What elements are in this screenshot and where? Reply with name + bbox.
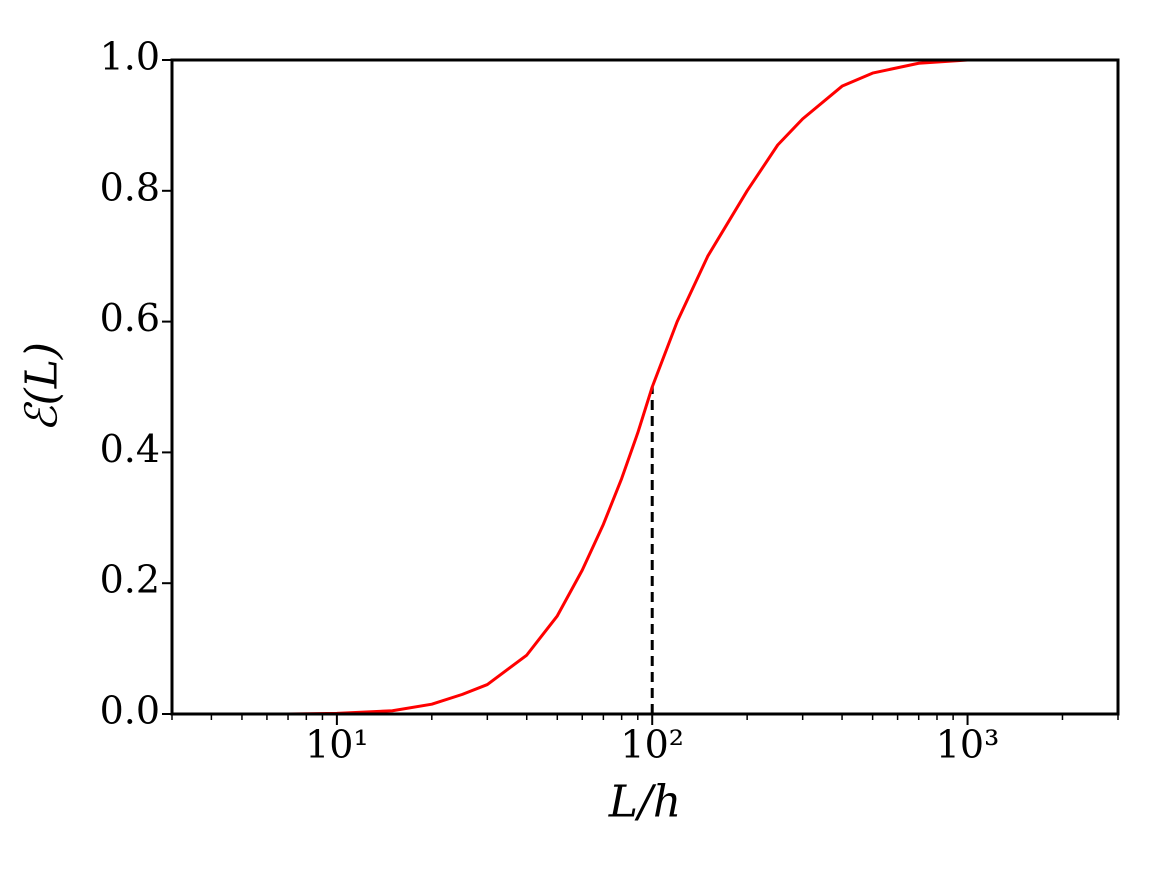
y-tick-label: 0.2	[100, 558, 160, 602]
x-tick-label: 10¹	[305, 723, 369, 767]
x-tick-label: 10³	[936, 723, 1000, 767]
y-tick-label: 0.4	[100, 427, 160, 471]
x-axis-label: L/h	[608, 777, 681, 828]
x-tick-label: 10²	[620, 723, 684, 767]
y-axis-label: ℰ(L)	[17, 342, 68, 432]
y-tick-label: 0.0	[100, 689, 160, 733]
y-tick-label: 1.0	[100, 35, 160, 79]
plot-frame	[170, 58, 1120, 716]
y-tick-label: 0.6	[100, 296, 160, 340]
y-tick-label: 0.8	[100, 165, 160, 209]
line-series	[172, 58, 1118, 716]
